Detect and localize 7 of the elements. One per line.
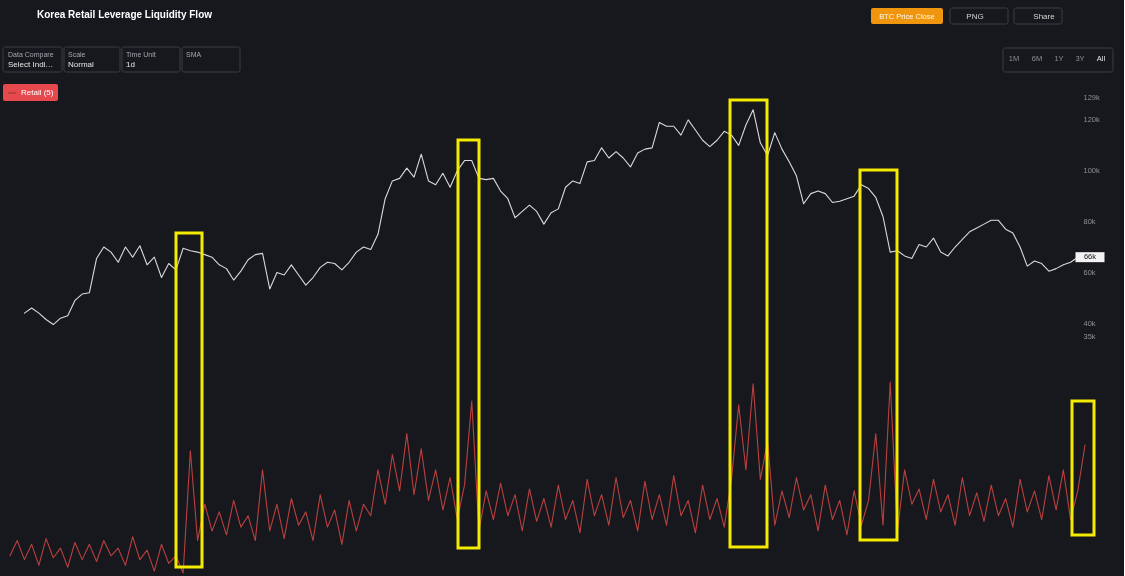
- legend-label: Retail (5): [21, 88, 54, 97]
- text: PNG: [966, 11, 984, 21]
- chart-title: Korea Retail Leverage Liquidity Flow: [37, 9, 213, 20]
- text: Select Indi…: [8, 60, 54, 69]
- text: Share: [1033, 11, 1056, 21]
- text: 1d: [126, 60, 135, 69]
- text: Normal: [68, 60, 94, 69]
